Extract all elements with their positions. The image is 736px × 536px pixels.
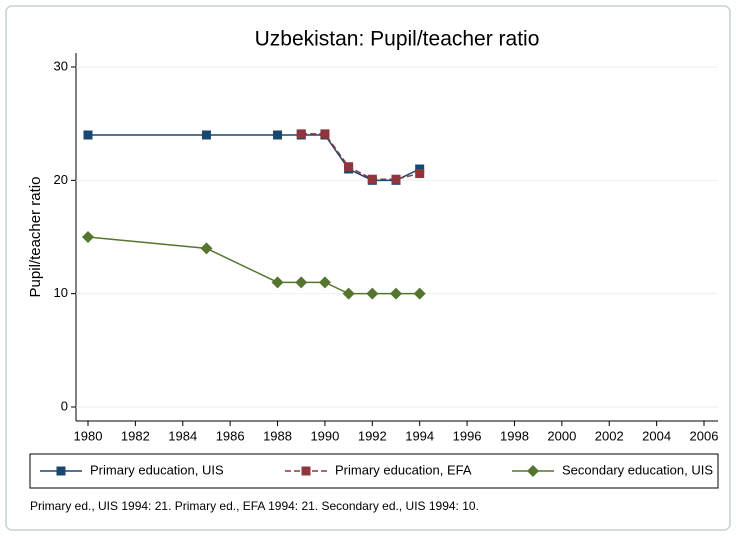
marker	[273, 130, 283, 140]
x-tick-label: 1990	[310, 428, 339, 443]
marker	[295, 276, 308, 289]
y-axis-label: Pupil/teacher ratio	[27, 177, 44, 298]
x-tick-label: 1980	[74, 428, 103, 443]
marker	[56, 466, 66, 476]
y-tick-label: 0	[61, 398, 68, 413]
frame	[5, 5, 731, 531]
legend-label: Secondary education, UIS	[562, 462, 713, 477]
marker	[527, 465, 539, 477]
legend-label: Primary education, UIS	[90, 462, 224, 477]
legend-box	[29, 453, 719, 489]
marker	[366, 287, 379, 300]
x-tick-label: 1994	[405, 428, 434, 443]
marker	[390, 287, 402, 300]
x-tick-label: 1982	[121, 428, 150, 443]
y-tick-label: 10	[54, 285, 68, 300]
x-tick-label: 2006	[690, 428, 719, 443]
x-tick-label: 2004	[642, 428, 671, 443]
marker	[413, 287, 426, 300]
x-tick-label: 1998	[500, 428, 529, 443]
x-tick-label: 2002	[595, 428, 624, 443]
x-tick-label: 2000	[547, 428, 576, 443]
marker	[342, 287, 355, 300]
x-tick-label: 1992	[358, 428, 387, 443]
marker	[391, 174, 401, 184]
marker	[320, 129, 330, 139]
marker	[82, 231, 94, 243]
marker	[367, 174, 377, 184]
marker	[296, 129, 306, 139]
legend-label: Primary education, EFA	[335, 462, 472, 477]
y-tick-label: 20	[54, 172, 68, 187]
marker	[415, 169, 425, 179]
note: Primary ed., UIS 1994: 21. Primary ed., …	[30, 499, 479, 513]
x-tick-label: 1988	[263, 428, 292, 443]
marker	[200, 242, 213, 255]
chart-title: Uzbekistan: Pupil/teacher ratio	[255, 28, 540, 51]
x-tick-label: 1984	[168, 428, 197, 443]
y-tick-label: 30	[54, 58, 68, 73]
marker	[301, 466, 311, 476]
marker	[415, 164, 425, 174]
x-tick-label: 1996	[453, 428, 482, 443]
x-tick-label: 1986	[216, 428, 245, 443]
marker	[83, 130, 93, 140]
marker	[271, 276, 284, 289]
marker	[201, 130, 211, 140]
marker	[318, 276, 331, 289]
marker	[344, 162, 354, 172]
